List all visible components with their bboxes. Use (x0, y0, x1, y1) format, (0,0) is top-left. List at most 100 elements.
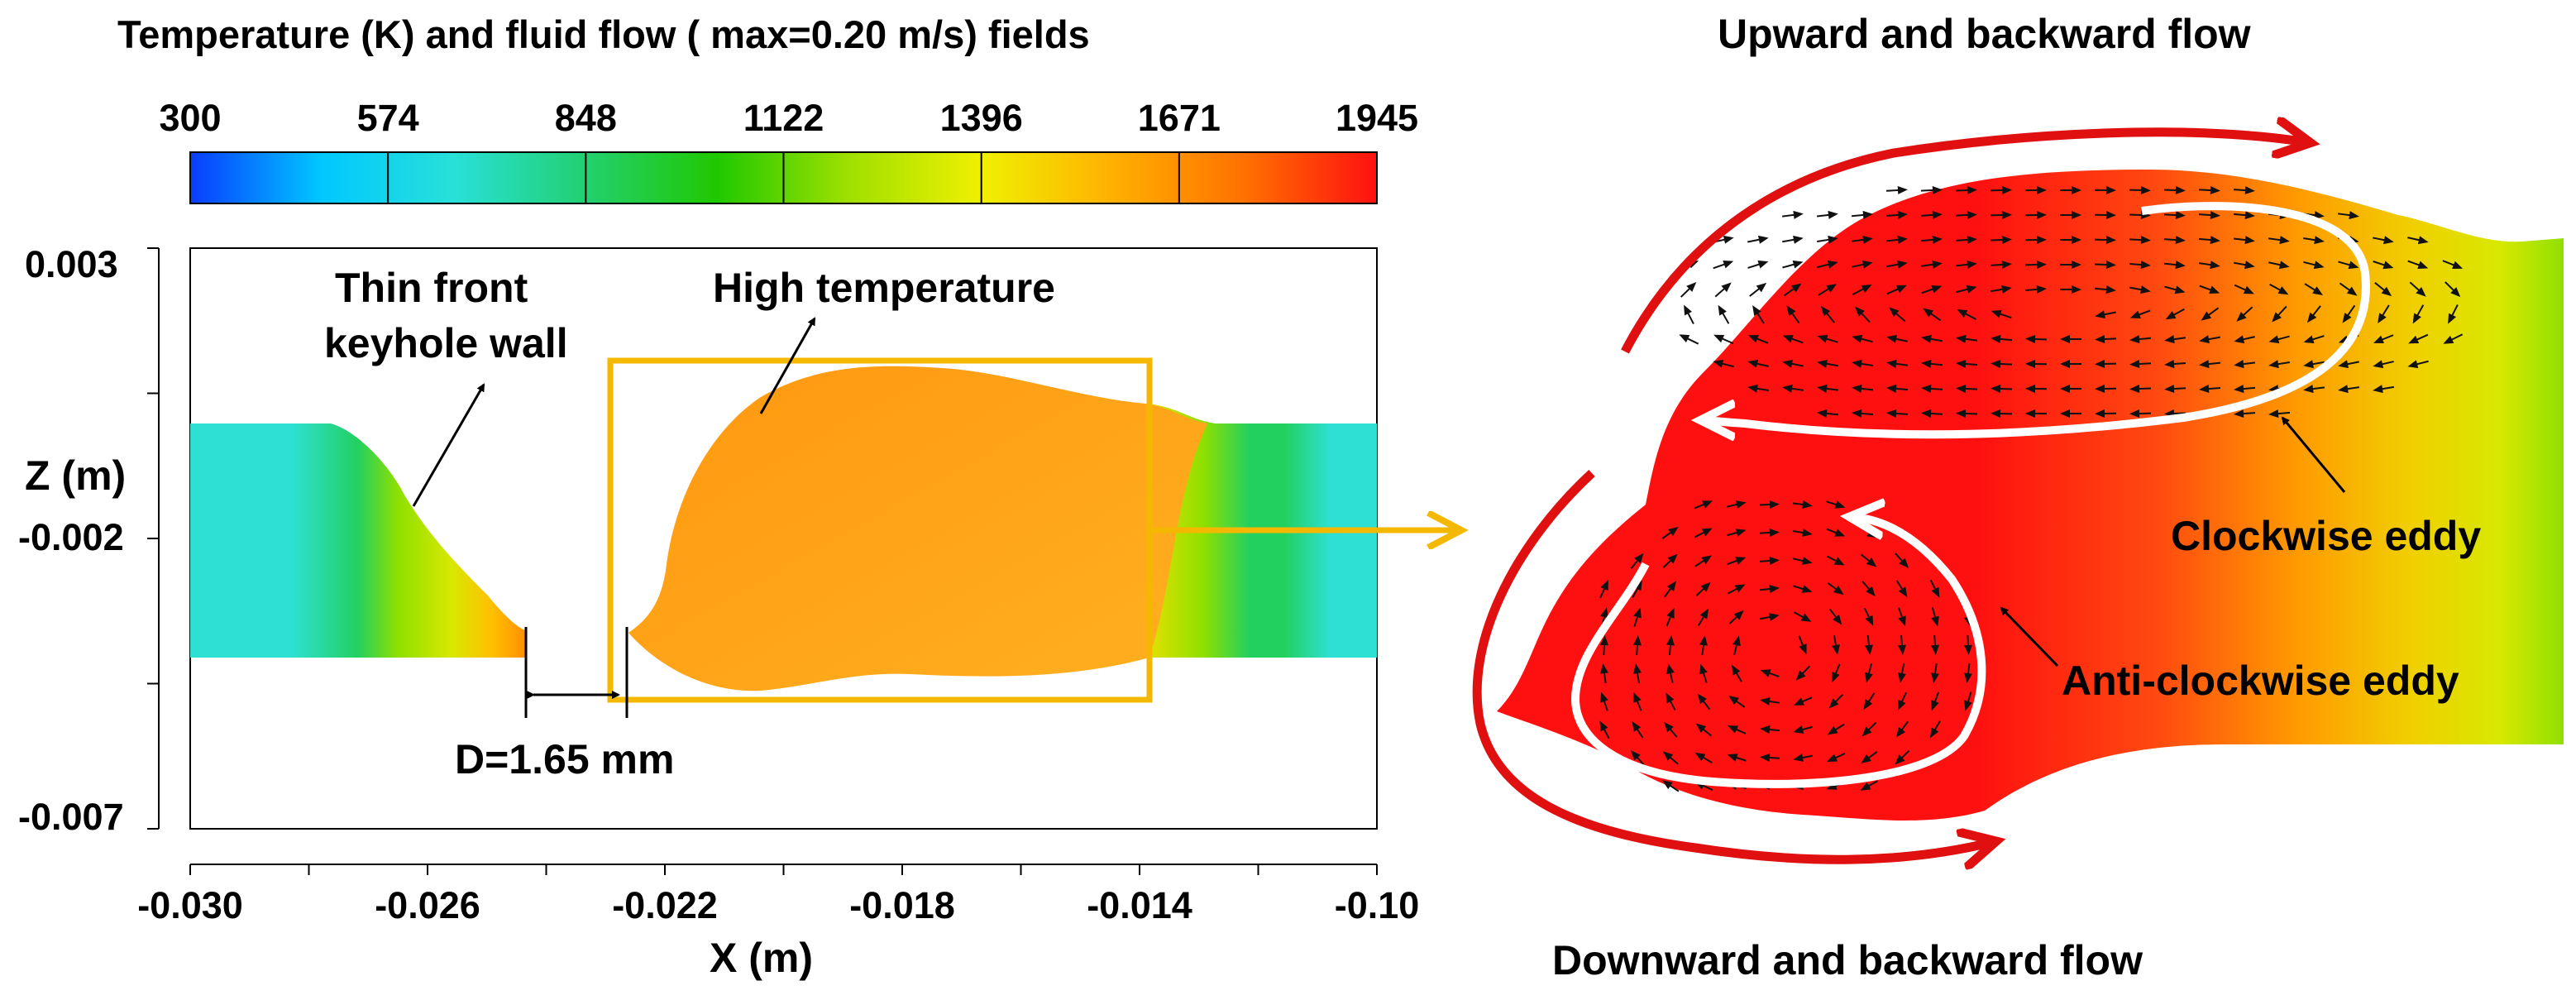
velocity-arrow (1747, 235, 1769, 244)
velocity-arrow (2339, 282, 2358, 296)
velocity-arrow (1929, 579, 1940, 598)
velocity-arrow (2407, 360, 2429, 369)
velocity-arrow (1684, 304, 1694, 325)
velocity-arrow (2164, 385, 2186, 394)
velocity-arrow (1661, 526, 1679, 539)
velocity-arrow (1964, 663, 1972, 683)
velocity-arrow (1929, 720, 1941, 739)
velocity-arrow (2407, 260, 2429, 270)
velocity-arrow (1991, 309, 2012, 319)
velocity-arrow (2234, 261, 2255, 270)
velocity-arrow (1991, 359, 2013, 368)
velocity-arrow (2024, 285, 2047, 294)
velocity-arrow (2164, 335, 2186, 344)
velocity-arrow (2024, 185, 2047, 194)
velocity-arrow (1852, 409, 1874, 418)
velocity-arrow (1752, 305, 1765, 324)
velocity-arrow (2060, 360, 2082, 369)
velocity-arrow (2303, 335, 2325, 344)
velocity-arrow (1782, 359, 1804, 368)
velocity-arrow (2163, 236, 2186, 245)
velocity-arrow (1851, 235, 1873, 244)
velocity-arrow (1694, 752, 1713, 763)
velocity-arrow (1816, 210, 1838, 219)
velocity-arrow (2059, 186, 2081, 195)
thin-front-label-line1: Thin front (335, 265, 528, 311)
velocity-arrow (1630, 553, 1644, 570)
velocity-arrow (2303, 385, 2325, 394)
velocity-arrow (2373, 360, 2394, 369)
velocity-arrow (1786, 305, 1800, 324)
velocity-arrow (1920, 185, 1943, 194)
velocity-arrow (2378, 304, 2390, 324)
colorbar-tick-6: 1945 (1336, 97, 1418, 139)
velocity-arrow (1600, 663, 1608, 684)
velocity-arrow (1727, 557, 1747, 566)
z-axis-ticks (147, 247, 159, 830)
velocity-arrow (1921, 384, 1943, 393)
velocity-arrow (2059, 211, 2081, 220)
x-tick-label-3: -0.018 (849, 884, 955, 926)
velocity-arrow (2373, 236, 2394, 245)
distance-label: D=1.65 mm (455, 736, 674, 782)
velocity-arrow (2338, 385, 2360, 394)
velocity-arrow (2164, 285, 2186, 294)
velocity-arrow (1895, 749, 1910, 765)
velocity-arrow (1793, 725, 1813, 734)
velocity-arrow (1697, 693, 1711, 711)
velocity-arrow (1886, 384, 1909, 393)
velocity-arrow (1964, 634, 1972, 655)
velocity-arrow (2129, 285, 2151, 294)
velocity-arrow (2094, 211, 2116, 220)
velocity-arrow (2165, 308, 2185, 320)
zoomed-pool (1497, 170, 2564, 821)
velocity-arrow (1956, 409, 1978, 418)
velocity-arrow (2338, 261, 2359, 270)
velocity-arrow (1852, 284, 1872, 295)
velocity-arrow (1795, 665, 1811, 681)
colorbar-tick-0: 300 (159, 97, 221, 139)
velocity-arrow (1793, 557, 1813, 565)
velocity-arrow (1852, 384, 1874, 393)
front-keyhole-wall-region (190, 423, 525, 658)
velocity-arrow (1798, 635, 1807, 655)
velocity-arrow (1793, 529, 1813, 537)
velocity-arrow (1832, 635, 1840, 655)
velocity-arrow (2199, 385, 2221, 394)
velocity-arrow (1956, 334, 1978, 343)
velocity-arrow (2060, 335, 2082, 344)
velocity-arrow (1632, 720, 1644, 739)
velocity-arrow (1862, 721, 1877, 737)
velocity-arrow (2342, 304, 2356, 323)
clockwise-eddy-arrow (1704, 202, 2370, 434)
downward-flow-label: Downward and backward flow (1552, 937, 2143, 983)
velocity-arrow (1782, 334, 1804, 344)
velocity-arrow (1921, 359, 1943, 368)
velocity-arrow (1759, 500, 1780, 509)
velocity-arrow (1783, 283, 1802, 297)
velocity-arrow (1990, 260, 2012, 269)
velocity-arrow (1679, 334, 1699, 345)
velocity-arrow (1695, 581, 1711, 597)
velocity-arrow (2303, 261, 2325, 270)
velocity-arrow (2129, 236, 2151, 245)
velocity-arrow (2268, 236, 2290, 245)
velocity-arrow (2163, 211, 2186, 220)
velocity-arrow (2374, 282, 2392, 297)
velocity-arrow (2059, 236, 2081, 245)
velocity-arrow (2268, 335, 2290, 344)
velocity-arrow (1956, 359, 1978, 368)
velocity-arrow (2272, 305, 2287, 323)
velocity-arrow (1728, 610, 1744, 624)
velocity-arrow (2233, 236, 2255, 245)
upward-flow-arrow (1621, 132, 2307, 354)
velocity-arrow (1727, 754, 1747, 762)
velocity-arrow (1990, 185, 2012, 194)
velocity-arrow (1956, 285, 1977, 294)
velocity-arrow (2060, 409, 2082, 419)
velocity-arrow (2199, 360, 2221, 369)
x-tick-label-5: -0.10 (1335, 884, 1420, 926)
velocity-arrow (2442, 260, 2464, 270)
velocity-arrow (2024, 260, 2047, 269)
velocity-arrow (1885, 185, 1908, 194)
